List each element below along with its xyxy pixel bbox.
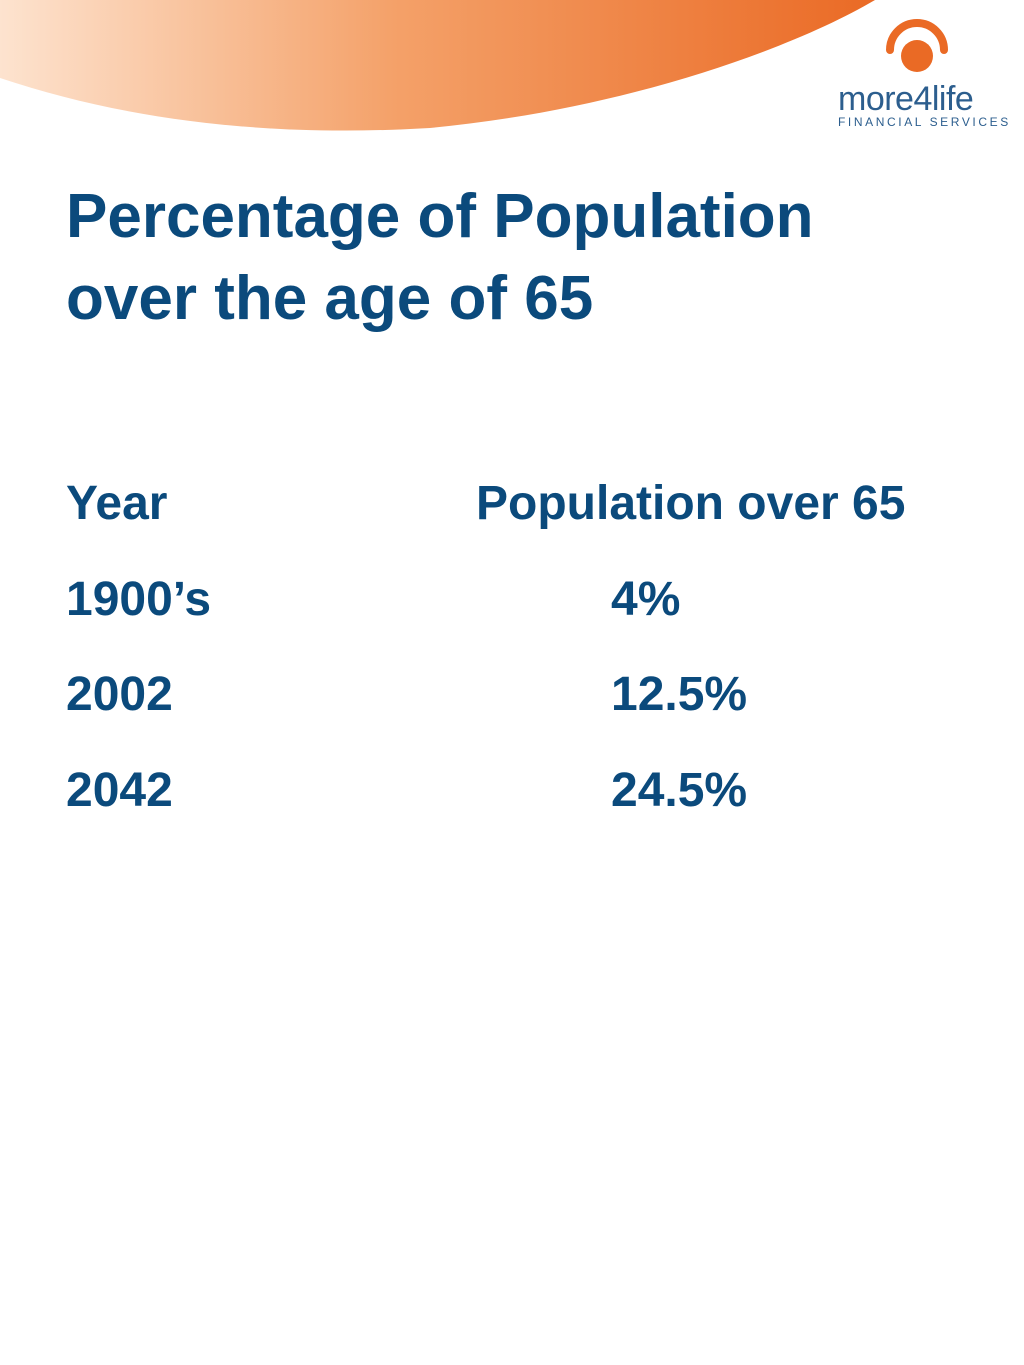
table-row: 1900’s 4%	[66, 570, 966, 630]
population-cell: 24.5%	[611, 764, 748, 817]
title-line-1: Percentage of Population	[66, 182, 814, 251]
population-cell: 4%	[611, 573, 681, 626]
year-cell: 2042	[66, 764, 173, 817]
brand-tagline: FINANCIAL SERVICES	[838, 115, 1011, 129]
ring-logo-icon	[886, 19, 948, 72]
page-title: Percentage of Population over the age of…	[66, 176, 966, 340]
column-header-population: Population over 65	[476, 477, 906, 530]
table-row: 2042 24.5%	[66, 761, 966, 821]
table-header-row: Year Population over 65	[66, 474, 966, 534]
brand-name: more4life	[838, 80, 974, 118]
year-cell: 1900’s	[66, 573, 212, 626]
decorative-swoosh	[0, 0, 875, 131]
table-row: 2002 12.5%	[66, 665, 966, 725]
column-header-year: Year	[66, 477, 168, 530]
population-cell: 12.5%	[611, 668, 748, 721]
title-line-2: over the age of 65	[66, 264, 594, 333]
brand-logo: more4life FINANCIAL SERVICES	[832, 10, 1008, 132]
year-cell: 2002	[66, 668, 173, 721]
